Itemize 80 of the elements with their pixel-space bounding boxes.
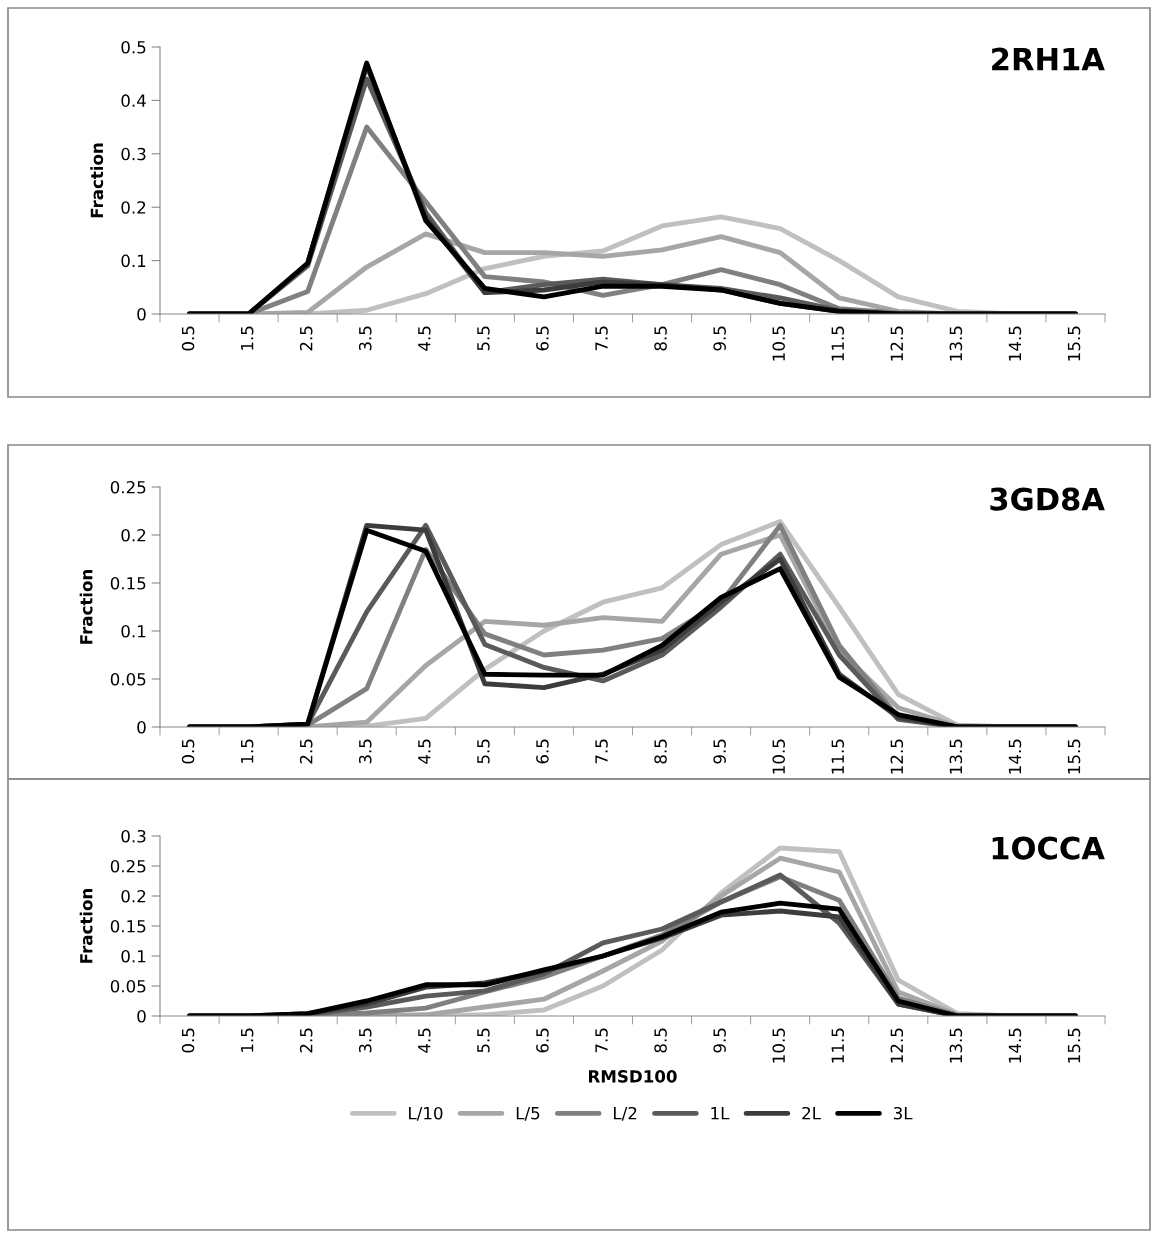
y-tick-label: 0.3 [121,829,146,843]
x-tick-label: 12.5 [890,739,904,774]
x-tick-label: 13.5 [949,739,963,774]
x-tick-label: 8.5 [654,739,667,764]
chart-title: 3GD8A [990,487,1105,511]
x-tick-label: 8.5 [654,1028,667,1053]
y-tick-label: 0 [137,307,146,321]
y-tick-label: 0 [137,1009,146,1023]
chart-title: 2RH1A [992,47,1105,71]
y-tick-label: 0.1 [121,254,146,268]
legend-label: 3L [893,1106,913,1120]
x-tick-label: 0.5 [181,1028,195,1053]
x-tick-label: 3.5 [358,1028,372,1053]
x-tick-label: 10.5 [772,739,785,774]
x-tick-label: 10.5 [772,1028,785,1063]
x-tick-label: 1.5 [241,326,254,350]
x-tick-label: 7.5 [595,326,608,351]
y-tick-label: 0.15 [110,919,146,933]
y-tick-label: 0.1 [121,624,146,638]
y-tick-label: 0.1 [121,949,146,963]
y-axis-title: Fraction [90,143,104,218]
x-axis-title: RMSD100 [589,1070,677,1083]
y-tick-label: 0.25 [110,859,146,873]
legend-label: L/2 [614,1106,637,1121]
x-tick-label: 1.5 [241,1028,254,1052]
x-tick-label: 15.5 [1067,739,1081,774]
legend-label: 1L [711,1107,730,1120]
x-tick-label: 5.5 [477,739,490,764]
x-tick-label: 9.5 [713,326,726,351]
x-tick-label: 7.5 [595,1028,608,1053]
x-tick-label: 11.5 [831,326,845,361]
x-tick-label: 12.5 [890,1028,904,1063]
x-tick-label: 5.5 [477,1028,490,1053]
x-tick-label: 3.5 [358,739,372,764]
x-tick-label: 10.5 [772,326,785,361]
y-axis-title: Fraction [79,888,93,963]
x-tick-label: 8.5 [654,326,667,351]
x-tick-label: 13.5 [949,326,963,361]
x-tick-label: 4.5 [418,326,431,351]
x-tick-label: 11.5 [831,1028,845,1063]
y-tick-label: 0.3 [121,147,146,161]
y-tick-label: 0.15 [110,576,146,590]
x-tick-label: 14.5 [1008,326,1022,361]
x-tick-label: 14.5 [1008,739,1022,774]
legend-label: 2L [802,1106,821,1120]
x-tick-label: 6.5 [536,1028,549,1053]
y-tick-label: 0.25 [110,480,146,494]
x-tick-label: 3.5 [358,326,372,351]
x-tick-label: 2.5 [299,326,313,351]
x-tick-label: 9.5 [713,1028,726,1053]
y-axis-title: Fraction [79,569,93,644]
y-tick-label: 0.4 [121,94,146,107]
y-tick-label: 0.5 [121,40,146,54]
x-tick-label: 2.5 [299,1028,313,1053]
x-tick-label: 2.5 [299,739,313,764]
legend-label: L/5 [516,1107,540,1121]
x-tick-label: 9.5 [713,739,726,764]
y-tick-label: 0.05 [110,979,146,993]
x-tick-label: 7.5 [595,739,608,764]
x-tick-label: 1.5 [241,739,254,763]
x-tick-label: 5.5 [477,326,490,351]
x-tick-label: 13.5 [949,1028,963,1063]
x-tick-label: 4.5 [418,739,431,764]
legend-label: L/10 [409,1106,443,1121]
y-tick-label: 0 [137,720,146,734]
y-tick-label: 0.05 [110,672,146,686]
y-tick-label: 0.2 [121,528,146,542]
x-tick-label: 14.5 [1008,1028,1022,1063]
x-tick-label: 6.5 [536,739,549,764]
x-tick-label: 0.5 [181,739,195,764]
x-tick-label: 11.5 [831,739,845,774]
x-tick-label: 12.5 [890,326,904,361]
x-tick-label: 6.5 [536,326,549,351]
x-tick-label: 0.5 [181,326,195,351]
y-tick-label: 0.2 [121,201,146,214]
y-tick-label: 0.2 [121,889,146,903]
x-tick-label: 15.5 [1067,1028,1081,1063]
x-tick-label: 4.5 [418,1028,431,1053]
x-tick-label: 15.5 [1067,326,1081,361]
chart-title: 1OCCA [992,836,1105,860]
